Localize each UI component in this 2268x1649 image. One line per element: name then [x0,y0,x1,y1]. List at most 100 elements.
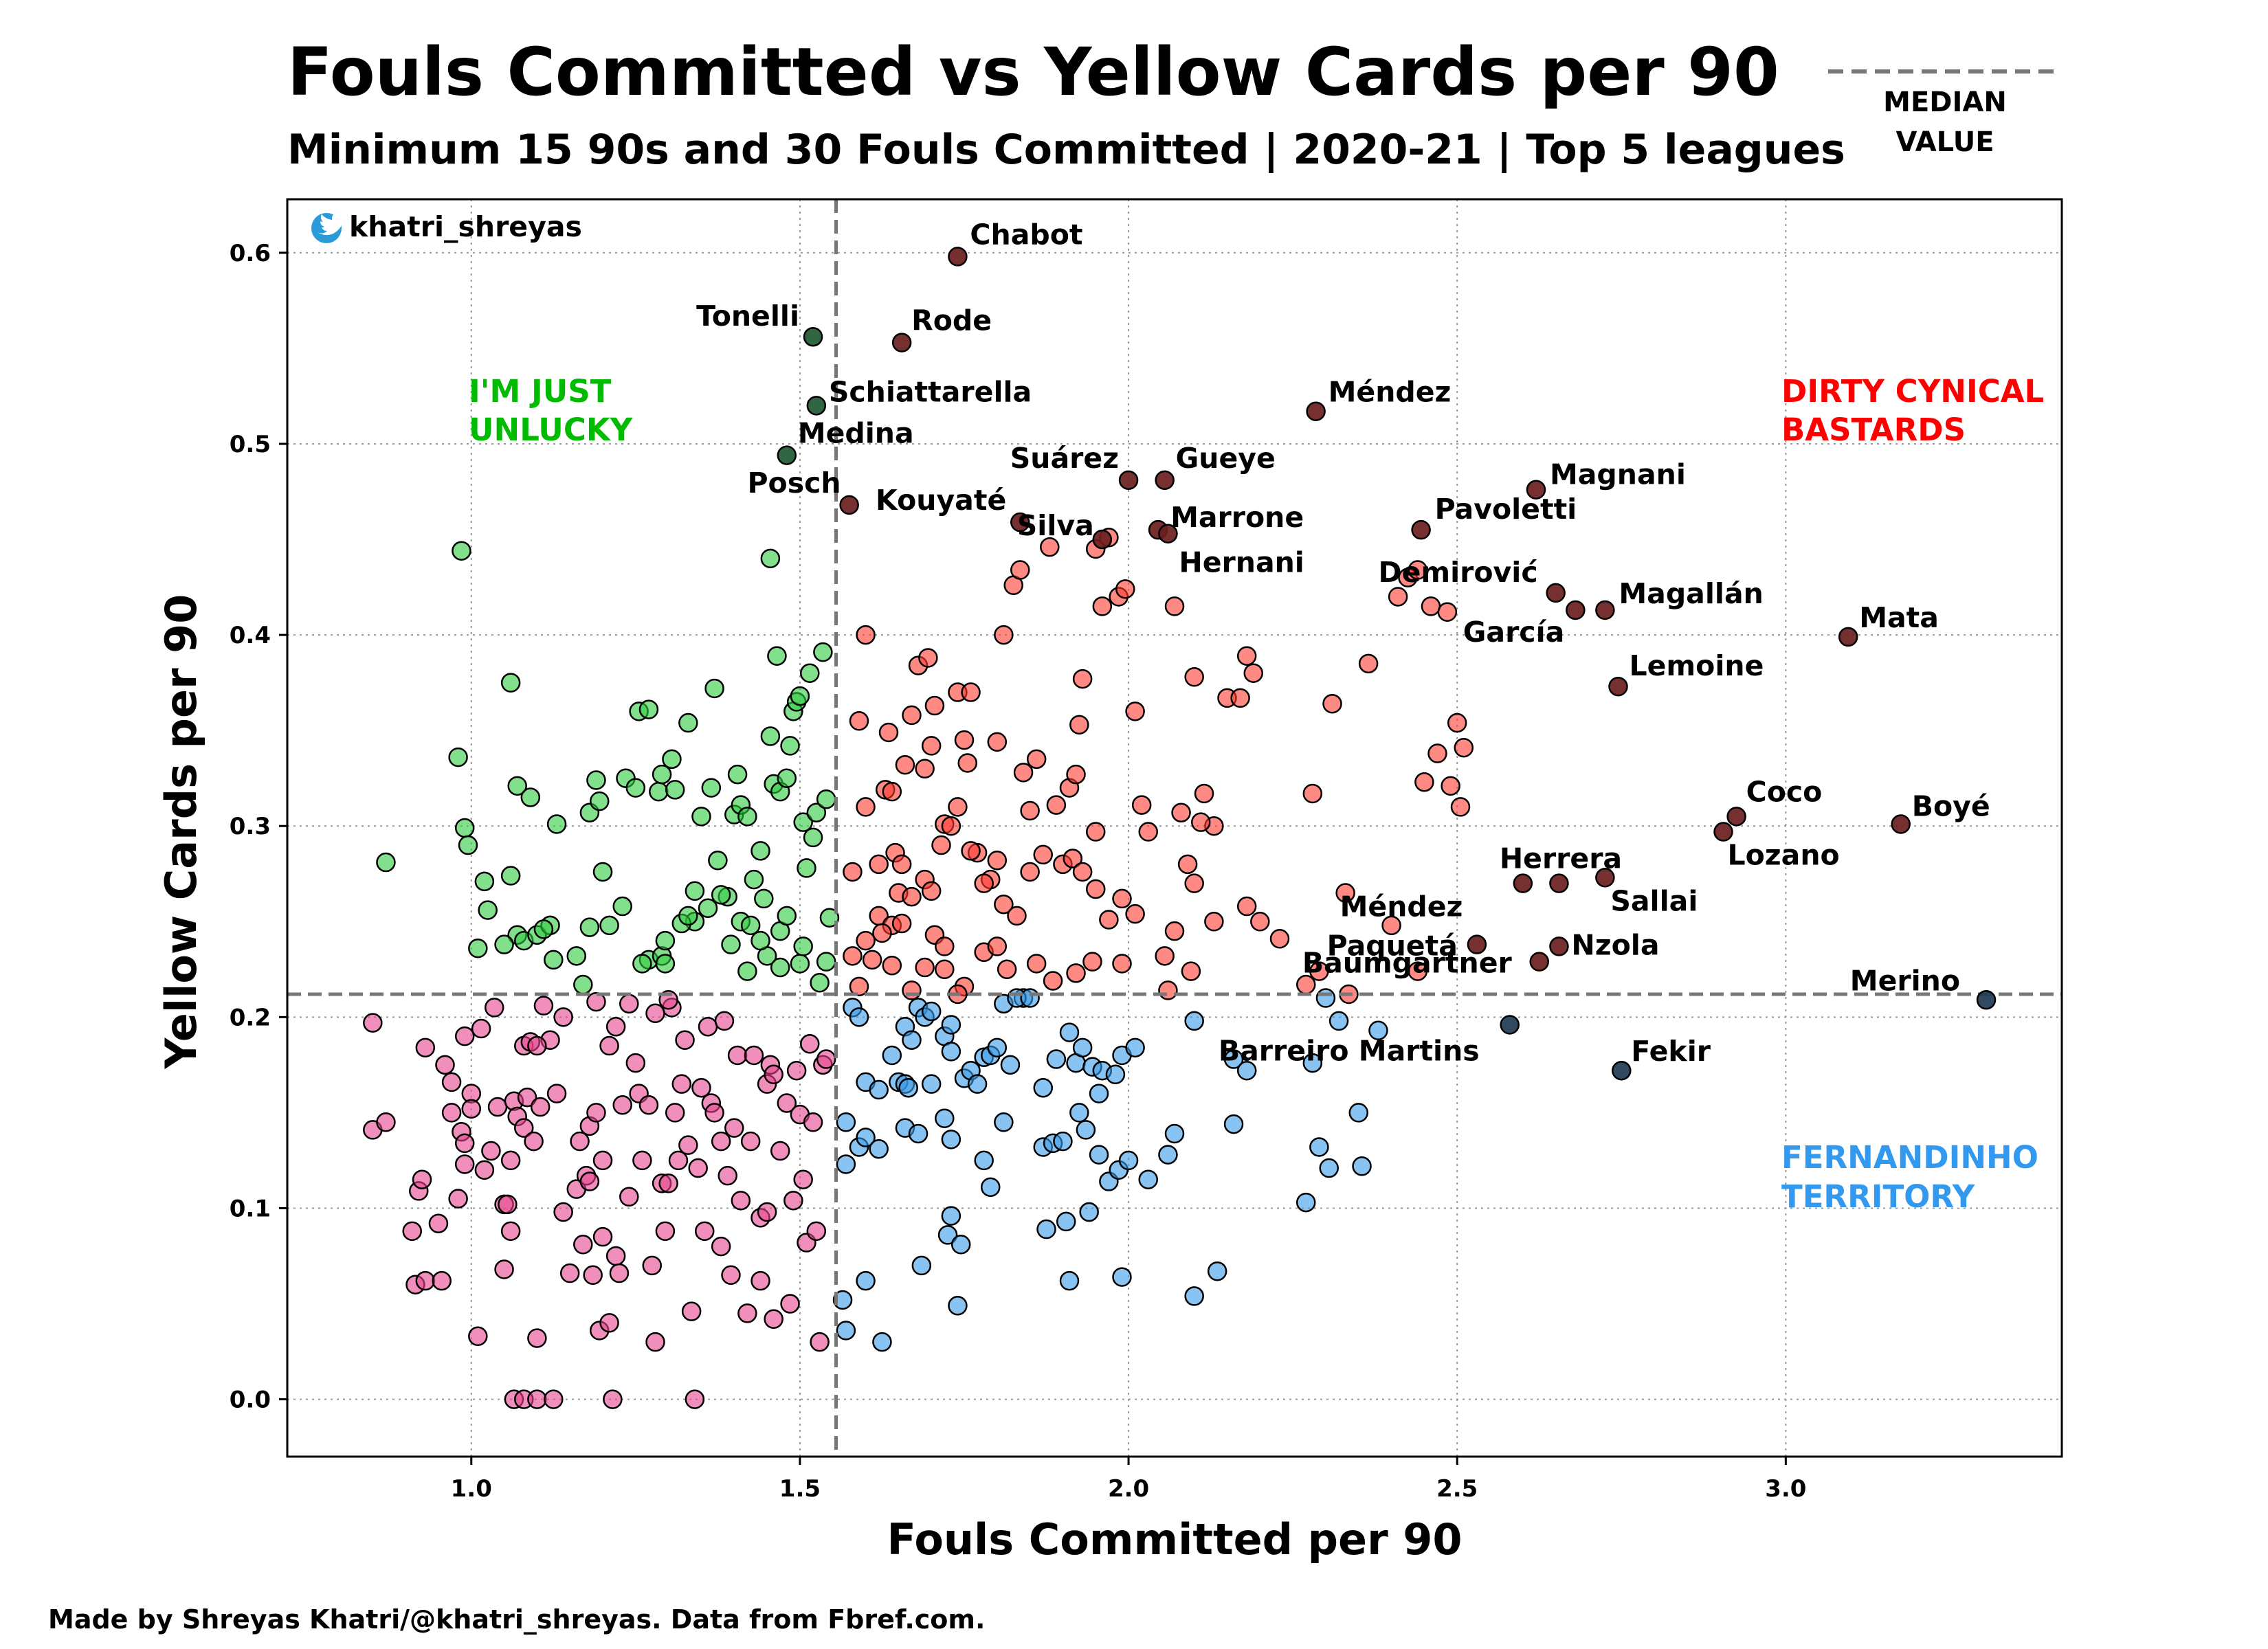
data-point [1118,1150,1139,1171]
data-point [915,759,935,779]
data-point [878,722,899,743]
data-point [649,781,669,802]
data-point [1421,596,1441,616]
highlighted-point [948,247,968,267]
player-label: Chabot [970,218,1082,251]
data-point [1105,1064,1126,1085]
data-points [363,528,1474,1409]
data-point [793,936,813,956]
data-point [856,625,876,645]
legend: MEDIAN VALUE [1828,69,2058,158]
footer-credit: Made by Shreyas Khatri/@khatri_shreyas. … [48,1604,985,1635]
highlighted-point [1713,822,1733,842]
highlighted-point [1976,990,1997,1010]
data-point [1181,961,1201,981]
data-point [1082,952,1102,972]
data-point [994,894,1014,915]
highlighted-point [1546,583,1566,603]
data-point [1164,596,1185,616]
data-point [872,923,892,943]
data-point [1408,961,1428,981]
axis-ticks: 1.0 1.5 2.0 2.5 3.0 0.0 0.1 0.2 0.3 0.4 0.5 0.6 [230,240,1807,1503]
data-point [500,1221,521,1242]
data-point [1033,844,1053,865]
data-point [1207,1261,1227,1281]
data-point [586,770,606,790]
data-point [500,866,521,886]
data-point [655,930,676,951]
data-point [744,1045,764,1066]
data-point [921,736,942,756]
data-point [487,1097,508,1117]
data-point [454,1133,475,1154]
chart-subtitle: Minimum 15 90s and 30 Fouls Committed | … [287,126,1845,174]
y-tick-label: 0.3 [230,813,271,840]
data-point [665,780,685,800]
data-point [980,1177,1001,1198]
data-point [948,1296,968,1316]
data-point [507,776,527,796]
y-tick-label: 0.0 [230,1387,271,1414]
data-point [1296,1192,1316,1213]
data-point [1046,1049,1067,1069]
data-point [605,1246,626,1266]
player-label: Gueye [1176,442,1276,475]
data-point [816,952,836,972]
data-point [1020,988,1040,1008]
player-label: Suárez [1010,442,1119,475]
highlighted-point [1595,600,1615,620]
data-point [813,642,833,662]
data-point [1335,883,1355,903]
data-point [1408,560,1428,580]
quadrant-labels: I'M JUST UNLUCKY DIRTY CYNICAL BASTARDS … [469,373,2044,1215]
data-point [1069,715,1089,735]
data-point [797,858,816,878]
data-point [869,1079,889,1100]
data-point [856,1270,876,1291]
highlighted-point [1092,529,1113,550]
data-point [869,854,889,875]
data-point [1437,602,1458,622]
player-label: Méndez [1340,890,1463,923]
highlighted-point [1155,470,1175,491]
data-point [1223,1049,1244,1069]
data-point [514,1118,534,1138]
player-label: Marrone [1170,501,1304,534]
data-point [1158,980,1178,1000]
data-point [530,1097,551,1117]
data-point [668,1150,689,1171]
data-point [721,1265,741,1286]
player-label: Posch [748,467,841,500]
data-point [428,1213,449,1233]
x-tick-label: 1.5 [779,1475,821,1503]
data-point [1056,1211,1076,1232]
data-point [638,699,659,719]
data-point [727,764,748,785]
data-point [1194,783,1214,804]
data-point [793,812,813,832]
data-point [708,851,728,871]
data-point [1388,587,1408,607]
gridlines [287,199,2062,1457]
player-label: Nzola [1571,928,1659,961]
data-point [908,1123,929,1144]
data-point [777,906,797,926]
data-point [1177,854,1198,875]
data-point [402,1221,422,1242]
data-point [642,1255,662,1276]
data-point [432,1270,452,1291]
data-point [701,778,722,798]
data-point [468,938,488,958]
data-point [471,1018,491,1039]
x-axis-label: Fouls Committed per 90 [887,1514,1462,1564]
highlighted-point [803,326,823,347]
data-point [1358,653,1379,674]
y-tick-label: 0.6 [230,240,271,267]
player-label: Lozano [1728,839,1840,872]
data-point [1164,921,1185,941]
highlighted-point [777,445,797,465]
data-point [1033,1077,1053,1098]
data-point [767,646,787,666]
highlighted-point [839,495,859,515]
data-point [921,881,942,901]
